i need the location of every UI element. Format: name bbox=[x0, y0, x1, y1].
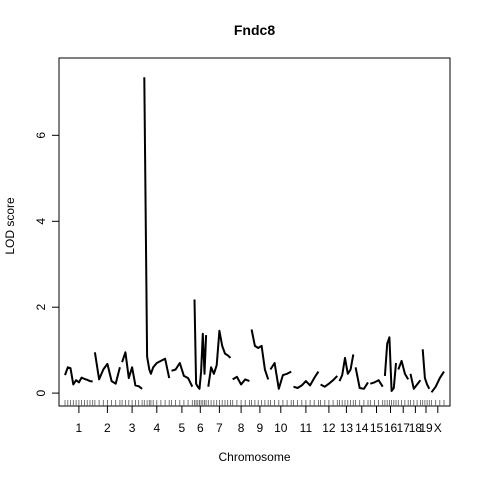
lod-line-chr-X bbox=[430, 371, 445, 393]
y-axis-label: LOD score bbox=[3, 197, 17, 255]
x-tick-label-chr-13: 13 bbox=[340, 421, 354, 435]
lod-line-chr-13 bbox=[338, 354, 355, 382]
lod-line-chr-4 bbox=[143, 77, 171, 379]
x-tick-label-chr-8: 8 bbox=[238, 421, 245, 435]
x-tick-label-chr-17: 17 bbox=[397, 421, 411, 435]
lod-line-chr-3 bbox=[121, 351, 143, 390]
x-tick-label-chr-12: 12 bbox=[322, 421, 336, 435]
lod-line-chr-11 bbox=[293, 371, 320, 389]
x-tick-label-chr-10: 10 bbox=[274, 421, 288, 435]
y-tick-label-2: 2 bbox=[34, 304, 48, 311]
x-tick-label-chr-3: 3 bbox=[129, 421, 136, 435]
lod-line-chr-17 bbox=[397, 359, 410, 380]
x-tick-label-chr-16: 16 bbox=[384, 421, 398, 435]
x-tick-label-chr-2: 2 bbox=[104, 421, 111, 435]
lod-line-chr-18 bbox=[409, 373, 422, 390]
lod-line-chr-6 bbox=[193, 299, 208, 390]
x-tick-label-chr-1: 1 bbox=[76, 421, 83, 435]
y-tick-label-6: 6 bbox=[34, 132, 48, 139]
lod-curves bbox=[64, 77, 445, 393]
lod-line-chr-15 bbox=[369, 379, 384, 388]
x-tick-label-chr-19: 19 bbox=[419, 421, 433, 435]
lod-line-chr-9 bbox=[250, 329, 270, 380]
x-tick-label-chr-6: 6 bbox=[197, 421, 204, 435]
chart-title: Fndc8 bbox=[234, 22, 275, 38]
x-tick-label-chr-18: 18 bbox=[409, 421, 423, 435]
lod-line-chr-5 bbox=[171, 362, 194, 388]
lod-line-chr-16 bbox=[383, 336, 397, 392]
lod-line-chr-8 bbox=[232, 375, 250, 386]
lod-line-chr-10 bbox=[269, 362, 292, 390]
lod-line-chr-19 bbox=[421, 349, 431, 390]
lod-line-chr-2 bbox=[93, 352, 121, 385]
x-tick-label-chr-7: 7 bbox=[216, 421, 223, 435]
x-tick-label-chr-15: 15 bbox=[370, 421, 384, 435]
x-tick-label-chr-5: 5 bbox=[179, 421, 186, 435]
x-tick-label-chr-14: 14 bbox=[355, 421, 369, 435]
x-tick-label-chr-9: 9 bbox=[257, 421, 264, 435]
x-tick-label-chr-X: X bbox=[434, 421, 442, 435]
y-axis: 0 2 4 6 bbox=[34, 132, 59, 396]
y-tick-label-0: 0 bbox=[34, 389, 48, 396]
lod-line-chr-1 bbox=[64, 366, 93, 386]
x-axis-label: Chromosome bbox=[218, 450, 290, 464]
y-tick-label-4: 4 bbox=[34, 218, 48, 225]
x-tick-label-chr-4: 4 bbox=[153, 421, 160, 435]
lod-line-chr-12 bbox=[320, 375, 339, 388]
lod-line-chr-7 bbox=[207, 329, 232, 387]
lod-line-chr-14 bbox=[354, 367, 369, 390]
marker-rug bbox=[64, 400, 445, 406]
x-tick-label-chr-11: 11 bbox=[300, 421, 313, 435]
